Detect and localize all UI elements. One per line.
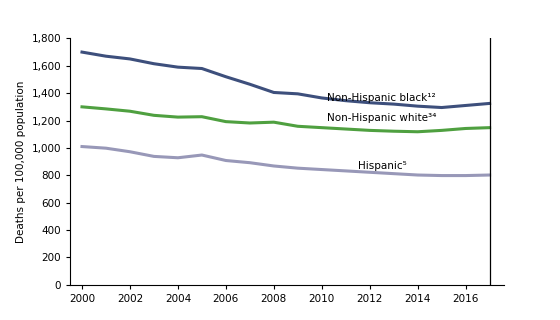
Text: Non-Hispanic white³⁴: Non-Hispanic white³⁴ — [326, 114, 436, 124]
Y-axis label: Deaths per 100,000 population: Deaths per 100,000 population — [16, 80, 26, 243]
Text: Hispanic⁵: Hispanic⁵ — [358, 161, 407, 171]
Text: Non-Hispanic black¹²: Non-Hispanic black¹² — [326, 93, 435, 103]
